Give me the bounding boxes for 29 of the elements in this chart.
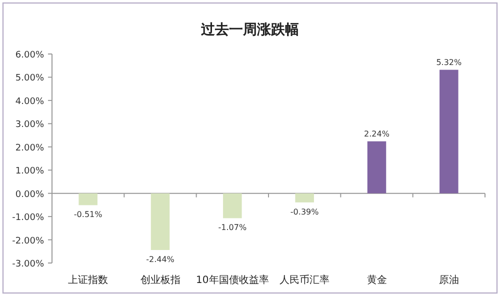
- y-tick-label: -1.00%: [12, 213, 44, 224]
- bar: [295, 193, 314, 202]
- x-tick-label: 人民币汇率: [280, 274, 330, 286]
- x-tick-label: 10年国债收益率: [196, 274, 269, 286]
- bar: [78, 193, 98, 206]
- bar: [150, 193, 170, 250]
- y-tick-label: 0.00%: [15, 190, 44, 200]
- data-label: -2.44%: [146, 254, 175, 264]
- bar: [367, 141, 386, 194]
- bar: [440, 70, 458, 194]
- y-tick-label: -3.00%: [12, 260, 44, 270]
- data-label: -0.51%: [74, 210, 103, 220]
- data-label: -1.07%: [218, 223, 247, 232]
- x-tick-label: 上证指数: [68, 274, 108, 286]
- y-tick-label: 6.00%: [15, 50, 44, 60]
- chart-title: 过去一周涨跌幅: [200, 22, 299, 38]
- data-label: 5.32%: [436, 58, 462, 67]
- y-tick-label: 2.00%: [15, 143, 44, 154]
- y-tick-label: 3.00%: [15, 120, 44, 130]
- y-tick-label: 4.00%: [15, 96, 44, 107]
- x-tick-label: 原油: [438, 274, 459, 286]
- y-tick-label: -2.00%: [12, 236, 44, 246]
- data-label: 2.24%: [364, 129, 390, 138]
- bar: [223, 193, 242, 218]
- y-tick-label: 1.00%: [15, 166, 44, 177]
- x-tick-label: 黄金: [366, 274, 387, 286]
- x-tick-label: 创业板指: [140, 274, 180, 286]
- data-label: -0.39%: [290, 207, 320, 216]
- y-tick-label: 5.00%: [15, 74, 44, 84]
